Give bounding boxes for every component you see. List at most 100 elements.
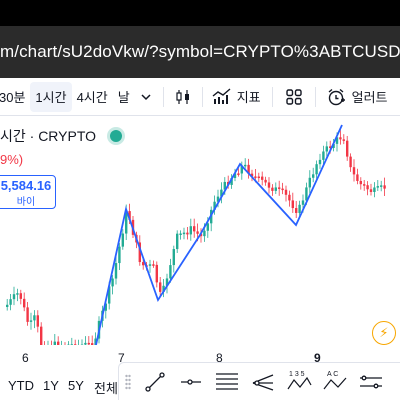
candle (359, 180, 362, 185)
candle (169, 265, 172, 279)
candle (223, 181, 226, 190)
chevron-down-icon[interactable] (135, 82, 157, 112)
price-chart[interactable] (0, 117, 400, 345)
toolbar-divider (271, 86, 273, 107)
alarm-clock-icon[interactable] (322, 82, 350, 112)
candle (189, 226, 192, 235)
candle (369, 189, 373, 193)
candle (84, 342, 87, 345)
horizontal-ray-icon[interactable] (173, 364, 209, 400)
symbol-title: 시간 · CRYPTO (0, 128, 97, 144)
candle (176, 233, 179, 250)
candle (291, 200, 294, 209)
pitchfork-icon[interactable] (245, 364, 281, 400)
candle (376, 186, 379, 188)
candle (179, 233, 182, 235)
ruler-icon[interactable] (353, 364, 389, 400)
candle (237, 173, 240, 175)
time-axis-tick: 9 (314, 351, 321, 365)
drawn-trend-lines[interactable] (95, 124, 343, 345)
range-1y[interactable]: 1Y (43, 378, 59, 393)
candle (220, 189, 223, 197)
candle (9, 299, 12, 305)
candle (295, 208, 298, 213)
candle (155, 264, 158, 283)
interval-day[interactable]: 날 (117, 90, 130, 105)
svg-text:A C: A C (327, 371, 338, 378)
grid-layout-icon[interactable] (279, 82, 309, 112)
candle (121, 233, 124, 247)
candle (315, 164, 318, 175)
candle (186, 232, 189, 235)
candle (342, 139, 345, 141)
candle (165, 278, 169, 286)
candle (244, 164, 247, 167)
buy-price-label: 바이 (16, 197, 36, 208)
indicators-icon[interactable] (209, 82, 235, 112)
candle (383, 185, 386, 189)
range-ytd[interactable]: YTD (8, 378, 34, 393)
candle (230, 178, 233, 185)
candle (335, 137, 339, 144)
candle (274, 187, 277, 191)
buy-price-button[interactable]: 5,584.16 바이 (0, 175, 56, 209)
candle (267, 182, 271, 188)
candle (346, 140, 349, 157)
lightning-icon[interactable]: ⚡ (372, 321, 396, 345)
candle (87, 342, 90, 345)
toolbar-divider (201, 86, 203, 107)
drag-handle-icon[interactable] (119, 364, 137, 400)
candle (74, 344, 77, 345)
candle (240, 165, 243, 174)
candle (40, 326, 43, 345)
url-text[interactable]: m/chart/sU2doVkw/?symbol=CRYPTO%3ABTCUSD (0, 42, 400, 61)
alert-label[interactable]: 얼러트 (351, 90, 388, 105)
candle (247, 164, 250, 174)
candle (305, 187, 308, 201)
candle (325, 146, 328, 152)
trend-line-icon[interactable] (137, 364, 173, 400)
svg-text:1 3 5: 1 3 5 (289, 371, 305, 378)
interval-30m[interactable]: 30분 (0, 90, 26, 105)
candle (104, 303, 107, 311)
candle (108, 286, 111, 304)
interval-4h[interactable]: 4시간 (76, 90, 108, 105)
candle (380, 185, 383, 187)
time-axis-tick: 8 (216, 351, 223, 365)
candle (363, 184, 366, 186)
candle (301, 200, 305, 205)
abcd-pattern-icon[interactable]: A C (317, 364, 353, 400)
candle (332, 143, 335, 148)
candle (12, 294, 16, 300)
candle (125, 211, 128, 234)
candle (172, 249, 175, 266)
fib-retracement-icon[interactable] (209, 364, 245, 400)
candle (148, 264, 152, 266)
xabcd-pattern-icon[interactable]: 1 3 5 (281, 364, 317, 400)
candle (94, 338, 97, 345)
market-open-dot (110, 130, 122, 142)
candle (193, 226, 196, 232)
interval-1h[interactable]: 1시간 (30, 81, 72, 112)
candle (118, 246, 121, 264)
candle (57, 341, 60, 345)
candle (257, 176, 260, 179)
range-all[interactable]: 전체 (94, 381, 118, 396)
candle (352, 167, 356, 175)
buy-price-value: 5,584.16 (0, 178, 52, 193)
candle (128, 211, 131, 220)
range-5y[interactable]: 5Y (68, 378, 84, 393)
address-bar[interactable]: m/chart/sU2doVkw/?symbol=CRYPTO%3ABTCUSD (0, 26, 400, 78)
candlestick-icon[interactable] (170, 82, 196, 112)
candle (19, 293, 22, 299)
indicators-label[interactable]: 지표 (236, 90, 261, 105)
candle (26, 307, 29, 322)
candle (159, 282, 162, 292)
candle (250, 173, 254, 177)
candle (196, 231, 199, 234)
candle (312, 174, 315, 178)
candle (206, 223, 209, 231)
candle (152, 264, 155, 266)
candle (216, 196, 220, 202)
chart-area[interactable] (0, 117, 400, 345)
